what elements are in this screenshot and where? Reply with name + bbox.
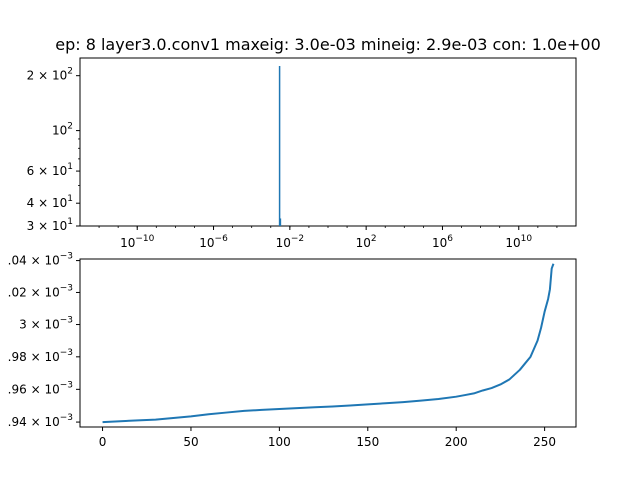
top-histogram-plot: 10−10 10−6 10−2 102 106 1010 2 × 102 102 6 × 10… xyxy=(27,57,577,250)
bottom-plot-frame xyxy=(79,258,577,428)
top-x-axis-ticks: 10−10 10−6 10−2 102 106 1010 xyxy=(98,226,558,250)
y-tick-label: 4 × 101 xyxy=(27,194,73,210)
y-tick-label: 102 xyxy=(52,122,73,138)
x-tick-label: 250 xyxy=(533,435,556,449)
x-tick-label: 100 xyxy=(268,435,291,449)
y-tick-label: .96 × 10−3 xyxy=(8,380,73,396)
y-tick-label: .02 × 10−3 xyxy=(8,283,73,299)
y-tick-label: .98 × 10−3 xyxy=(8,348,73,364)
top-y-axis-ticks: 2 × 102 102 6 × 101 4 × 101 3 × 101 xyxy=(27,67,80,233)
x-tick-label: 102 xyxy=(356,234,377,250)
x-tick-label: 200 xyxy=(445,435,468,449)
top-chart-title: ep: 8 layer3.0.conv1 maxeig: 3.0e-03 min… xyxy=(55,35,601,54)
x-tick-label: 10−2 xyxy=(276,234,305,250)
bottom-line-plot: 0 50 100 150 200 250 .04 × 10−3 .02 × 10−3 3 × … xyxy=(8,252,577,449)
x-tick-label: 106 xyxy=(432,234,453,250)
x-tick-label: 10−6 xyxy=(199,234,228,250)
x-tick-label: 50 xyxy=(183,435,198,449)
histogram-bar xyxy=(279,218,282,226)
x-tick-label: 10−10 xyxy=(120,234,155,250)
bottom-y-axis-ticks: .04 × 10−3 .02 × 10−3 3 × 10−3 .98 × 10−3 .9… xyxy=(8,252,80,429)
x-tick-label: 1010 xyxy=(505,234,532,250)
y-tick-label: 3 × 101 xyxy=(27,217,73,233)
y-tick-label: 6 × 101 xyxy=(27,162,73,178)
bottom-series-line xyxy=(102,263,555,424)
top-bars-group xyxy=(278,66,282,226)
x-tick-label: 0 xyxy=(99,435,107,449)
histogram-bar xyxy=(278,66,281,226)
y-tick-label: 2 × 102 xyxy=(27,67,73,83)
bottom-x-axis-ticks: 0 50 100 150 200 250 xyxy=(99,427,556,449)
y-tick-label: 3 × 10−3 xyxy=(19,316,73,332)
y-tick-label: .04 × 10−3 xyxy=(8,252,73,268)
x-tick-label: 150 xyxy=(356,435,379,449)
y-tick-label: .94 × 10−3 xyxy=(8,413,73,429)
